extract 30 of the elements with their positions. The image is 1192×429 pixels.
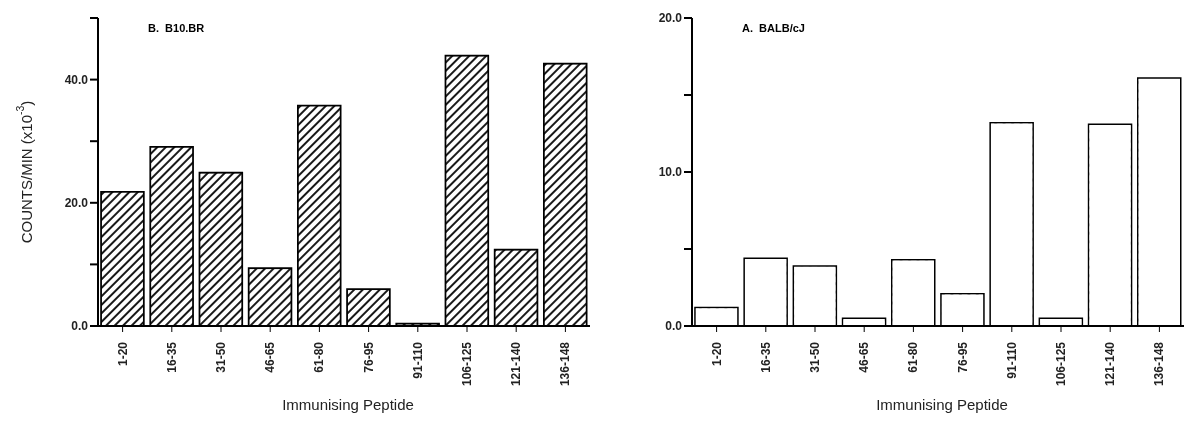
chart-title: B. B10.BR bbox=[148, 22, 205, 34]
x-tick-label: 46-65 bbox=[263, 341, 278, 373]
chart-title: A. BALB/cJ bbox=[742, 22, 805, 34]
y-tick-label: 20.0 bbox=[658, 11, 683, 26]
x-axis-title: Immunising Peptide bbox=[875, 396, 1009, 413]
y-tick-label: 0.0 bbox=[665, 319, 683, 334]
y-tick-label: 10.0 bbox=[658, 165, 683, 180]
x-tick-label: 76-95 bbox=[955, 341, 970, 373]
x-tick-label: 61-80 bbox=[312, 341, 327, 373]
x-tick-label: 121-140 bbox=[1103, 341, 1118, 387]
x-tick-label: 76-95 bbox=[361, 341, 376, 373]
x-tick-label: 1-20 bbox=[709, 341, 724, 367]
x-tick-label: 16-35 bbox=[758, 341, 773, 373]
y-tick-label: 0.0 bbox=[71, 319, 89, 334]
x-tick-label: 106-125 bbox=[460, 341, 474, 387]
x-tick-label: 31-50 bbox=[808, 341, 822, 373]
x-tick-label: 31-50 bbox=[214, 341, 228, 373]
y-tick-label: 40.0 bbox=[64, 72, 89, 87]
y-tick-label: 20.0 bbox=[64, 196, 89, 211]
x-tick-label: 16-35 bbox=[164, 341, 179, 373]
x-tick-label: 136-148 bbox=[558, 341, 573, 387]
x-tick-label: 61-80 bbox=[906, 341, 921, 373]
x-tick-label: 46-65 bbox=[857, 341, 872, 373]
x-axis-title: Immunising Peptide bbox=[281, 396, 415, 413]
x-tick-label: 136-148 bbox=[1152, 341, 1167, 387]
x-tick-label: 106-125 bbox=[1054, 341, 1068, 387]
x-tick-label: 1-20 bbox=[115, 341, 130, 367]
x-tick-label: 121-140 bbox=[509, 341, 524, 387]
x-tick-label: 91-110 bbox=[1004, 341, 1019, 379]
x-tick-label: 91-110 bbox=[410, 341, 425, 379]
